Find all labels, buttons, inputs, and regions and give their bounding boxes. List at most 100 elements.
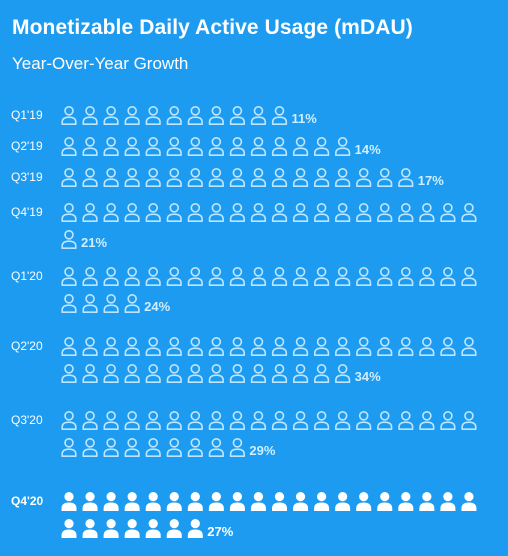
person-icon (208, 336, 224, 356)
person-icon (124, 336, 140, 356)
person-icon (419, 410, 435, 430)
person-icon (229, 492, 245, 511)
person-icon (187, 106, 203, 125)
person-icon (61, 203, 77, 222)
person-icon (82, 137, 98, 156)
person-icon (166, 266, 182, 286)
person-icon (314, 203, 330, 222)
person-icon (103, 437, 119, 457)
person-icon (398, 410, 414, 430)
person-icon (166, 492, 182, 511)
person-icon (377, 203, 393, 222)
person-icon (145, 437, 161, 457)
person-icon (103, 519, 119, 538)
person-icon (292, 137, 309, 156)
category-label: Q3'20 (11, 413, 43, 427)
person-icon (103, 410, 119, 430)
person-icon (166, 363, 182, 383)
person-icon (208, 492, 224, 511)
person-icon (61, 410, 77, 430)
person-icon (250, 336, 267, 356)
person-icon (335, 410, 351, 430)
person-icon (82, 293, 98, 313)
person-icon (250, 492, 266, 511)
person-icon (250, 410, 267, 430)
person-icon (377, 266, 393, 286)
person-icon (440, 203, 456, 222)
person-icon (229, 106, 245, 125)
person-icon (187, 168, 203, 187)
person-icon (292, 168, 309, 187)
person-icon (61, 266, 77, 286)
person-icon (82, 363, 98, 383)
person-icon (271, 410, 288, 430)
person-icon (82, 203, 98, 222)
person-icon (208, 410, 224, 430)
chart-title: Monetizable Daily Active Usage (mDAU) (12, 16, 413, 39)
person-icon (166, 519, 182, 538)
person-icon (314, 410, 330, 430)
value-label: 14% (355, 142, 381, 157)
category-label: Q4'19 (11, 205, 43, 219)
person-icon (250, 266, 267, 286)
person-icon (61, 492, 77, 511)
person-icon (229, 137, 245, 156)
person-icon (335, 266, 351, 286)
category-label: Q2'20 (11, 339, 43, 353)
person-icon (208, 437, 224, 457)
value-label: 24% (144, 299, 170, 314)
person-icon (124, 519, 140, 538)
person-icon (61, 437, 77, 457)
person-icon (124, 293, 140, 313)
person-icon (103, 266, 119, 286)
person-icon (61, 106, 77, 125)
person-icon (398, 492, 414, 511)
category-label: Q2'19 (11, 139, 43, 153)
value-label: 27% (207, 524, 233, 539)
value-label: 29% (249, 443, 275, 458)
chart-subtitle: Year-Over-Year Growth (12, 54, 189, 73)
person-icon (292, 266, 309, 286)
person-icon (124, 410, 140, 430)
person-icon (124, 363, 140, 383)
person-icon (250, 137, 267, 156)
value-label: 21% (81, 235, 107, 250)
person-icon (292, 336, 309, 356)
person-icon (166, 137, 182, 156)
person-icon (229, 336, 245, 356)
person-icon (145, 203, 161, 222)
person-icon (377, 168, 393, 187)
person-icon (166, 203, 182, 222)
person-icon (419, 266, 435, 286)
category-label: Q1'19 (11, 108, 43, 122)
person-icon (461, 336, 477, 356)
person-icon (103, 106, 119, 125)
person-icon (398, 266, 414, 286)
person-icon (356, 168, 372, 187)
person-icon (250, 168, 267, 187)
person-icon (187, 336, 203, 356)
person-icon (419, 336, 435, 356)
person-icon (250, 363, 267, 383)
person-icon (229, 168, 245, 187)
person-icon (187, 519, 203, 538)
value-label: 34% (355, 369, 381, 384)
value-label: 11% (292, 111, 318, 126)
person-icon (208, 266, 224, 286)
person-icon (103, 363, 119, 383)
person-icon (314, 336, 330, 356)
person-icon (145, 410, 161, 430)
person-icon (356, 492, 372, 511)
person-icon (166, 437, 182, 457)
person-icon (440, 336, 456, 356)
person-icon (103, 168, 119, 187)
person-icon (82, 492, 98, 511)
person-icon (271, 106, 288, 125)
person-icon (187, 266, 203, 286)
person-icon (82, 266, 98, 286)
person-icon (145, 106, 161, 125)
person-icon (187, 437, 203, 457)
value-label: 17% (418, 173, 444, 188)
person-icon (314, 266, 330, 286)
person-icon (187, 363, 203, 383)
